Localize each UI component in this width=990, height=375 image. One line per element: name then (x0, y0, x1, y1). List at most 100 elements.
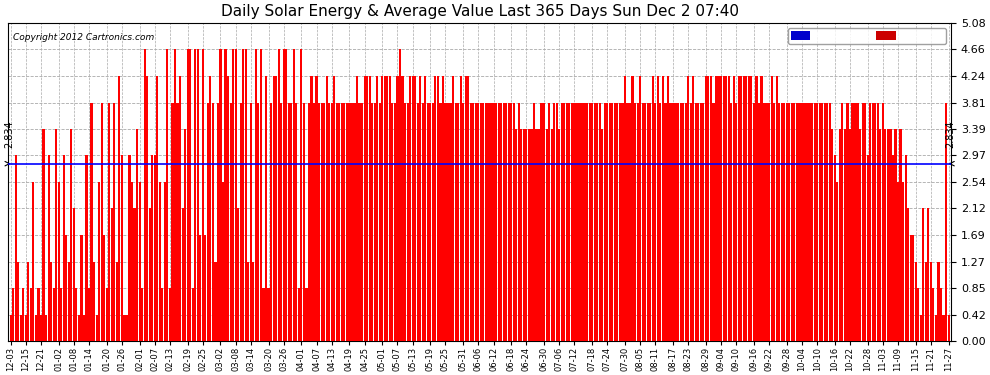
Bar (871, 103, 874, 341)
Bar (848, 129, 851, 341)
Bar (869, 103, 871, 341)
Bar (715, 76, 717, 341)
Bar (401, 76, 404, 341)
Bar (773, 103, 775, 341)
Bar (528, 129, 530, 341)
Bar (538, 129, 541, 341)
Bar (793, 103, 795, 341)
Bar (391, 103, 393, 341)
Bar (300, 50, 303, 341)
Bar (733, 76, 735, 341)
Bar (843, 129, 846, 341)
Bar (163, 182, 166, 341)
Bar (632, 76, 634, 341)
Bar (487, 103, 489, 341)
Bar (280, 103, 282, 341)
Bar (697, 103, 699, 341)
Bar (902, 182, 904, 341)
Bar (578, 103, 580, 341)
Bar (573, 103, 575, 341)
Bar (57, 182, 59, 341)
Bar (571, 103, 573, 341)
Bar (768, 103, 770, 341)
Bar (245, 50, 247, 341)
Bar (227, 76, 229, 341)
Bar (371, 103, 373, 341)
Bar (118, 76, 121, 341)
Bar (725, 76, 728, 341)
Bar (702, 103, 705, 341)
Bar (687, 76, 689, 341)
Bar (656, 76, 659, 341)
Text: Copyright 2012 Cartronics.com: Copyright 2012 Cartronics.com (13, 33, 154, 42)
Bar (713, 103, 715, 341)
Bar (445, 103, 446, 341)
Bar (334, 76, 336, 341)
Bar (586, 103, 588, 341)
Bar (373, 103, 376, 341)
Bar (462, 103, 464, 341)
Bar (576, 103, 578, 341)
Bar (469, 103, 472, 341)
Bar (834, 155, 836, 341)
Bar (257, 103, 259, 341)
Bar (225, 50, 227, 341)
Bar (763, 103, 765, 341)
Bar (945, 103, 947, 341)
Bar (829, 103, 831, 341)
Bar (555, 103, 557, 341)
Bar (113, 103, 116, 341)
Bar (736, 103, 738, 341)
Bar (407, 103, 409, 341)
Bar (664, 103, 666, 341)
Bar (518, 103, 520, 341)
Bar (209, 76, 212, 341)
Bar (290, 103, 292, 341)
Bar (249, 103, 251, 341)
Bar (674, 103, 676, 341)
Bar (861, 103, 863, 341)
Bar (12, 288, 14, 341)
Bar (594, 103, 596, 341)
Bar (765, 103, 767, 341)
Bar (651, 76, 653, 341)
Bar (811, 103, 813, 341)
Bar (581, 103, 583, 341)
Bar (591, 103, 593, 341)
Bar (30, 288, 32, 341)
Bar (819, 103, 821, 341)
Bar (459, 76, 461, 341)
Bar (536, 129, 538, 341)
Bar (947, 315, 949, 341)
Bar (148, 209, 150, 341)
Bar (884, 129, 886, 341)
Bar (43, 129, 45, 341)
Bar (490, 103, 492, 341)
Bar (464, 76, 467, 341)
Bar (856, 103, 858, 341)
Bar (521, 129, 523, 341)
Bar (467, 76, 469, 341)
Bar (614, 103, 616, 341)
Bar (824, 103, 826, 341)
Bar (424, 76, 427, 341)
Bar (654, 103, 656, 341)
Bar (846, 103, 848, 341)
Bar (83, 315, 85, 341)
Bar (48, 155, 50, 341)
Bar (560, 103, 563, 341)
Bar (346, 103, 347, 341)
Bar (368, 76, 370, 341)
Text: 2.834: 2.834 (4, 120, 15, 148)
Bar (905, 155, 907, 341)
Bar (837, 182, 839, 341)
Bar (321, 103, 323, 341)
Bar (910, 235, 912, 341)
Bar (116, 261, 118, 341)
Bar (629, 103, 631, 341)
Bar (646, 103, 648, 341)
Bar (609, 103, 611, 341)
Bar (482, 103, 484, 341)
Bar (477, 103, 479, 341)
Bar (446, 103, 449, 341)
